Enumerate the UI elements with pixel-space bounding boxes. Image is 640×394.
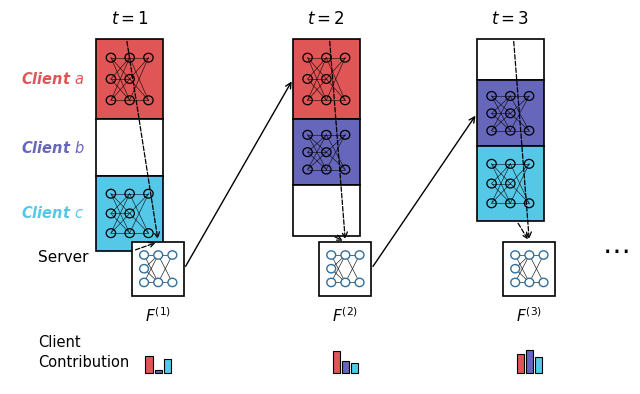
Text: $F^{(3)}$: $F^{(3)}$ xyxy=(516,307,543,325)
Text: $t = 2$: $t = 2$ xyxy=(307,10,346,28)
Circle shape xyxy=(341,278,350,286)
Bar xyxy=(516,354,524,373)
Bar xyxy=(293,185,360,236)
Circle shape xyxy=(341,251,350,259)
Text: $t = 1$: $t = 1$ xyxy=(111,10,148,28)
Circle shape xyxy=(525,278,534,286)
Bar xyxy=(293,119,360,185)
Bar xyxy=(132,242,184,296)
Text: $\cdots$: $\cdots$ xyxy=(602,237,628,265)
Text: Server: Server xyxy=(38,251,88,266)
Bar xyxy=(477,80,543,146)
Bar xyxy=(333,351,340,373)
Circle shape xyxy=(140,278,148,286)
Text: Client $c$: Client $c$ xyxy=(20,205,84,221)
Bar xyxy=(164,359,171,373)
Bar xyxy=(97,119,163,176)
Circle shape xyxy=(154,278,163,286)
Circle shape xyxy=(327,251,335,259)
Circle shape xyxy=(168,251,177,259)
Circle shape xyxy=(327,264,335,273)
Text: $F^{(1)}$: $F^{(1)}$ xyxy=(145,307,172,325)
Circle shape xyxy=(355,251,364,259)
Circle shape xyxy=(140,251,148,259)
Circle shape xyxy=(140,264,148,273)
Circle shape xyxy=(511,278,520,286)
Circle shape xyxy=(539,278,548,286)
Bar xyxy=(97,176,163,251)
Bar xyxy=(97,39,163,119)
Bar xyxy=(351,363,358,373)
Circle shape xyxy=(539,251,548,259)
Bar xyxy=(525,350,533,373)
Bar xyxy=(155,370,162,373)
Circle shape xyxy=(327,278,335,286)
Circle shape xyxy=(511,251,520,259)
Text: $F^{(2)}$: $F^{(2)}$ xyxy=(332,307,358,325)
Circle shape xyxy=(168,278,177,286)
Circle shape xyxy=(511,264,520,273)
Circle shape xyxy=(355,278,364,286)
Text: Client $a$: Client $a$ xyxy=(20,71,84,87)
Bar xyxy=(535,357,542,373)
Bar xyxy=(293,39,360,119)
Text: Client $b$: Client $b$ xyxy=(20,140,84,156)
Bar xyxy=(503,242,556,296)
Bar xyxy=(477,39,543,80)
Text: Client
Contribution: Client Contribution xyxy=(38,335,129,370)
Circle shape xyxy=(154,251,163,259)
Bar xyxy=(477,146,543,221)
Text: $t = 3$: $t = 3$ xyxy=(492,10,529,28)
Bar xyxy=(342,361,349,373)
Bar xyxy=(145,356,153,373)
Bar xyxy=(319,242,371,296)
Circle shape xyxy=(525,251,534,259)
